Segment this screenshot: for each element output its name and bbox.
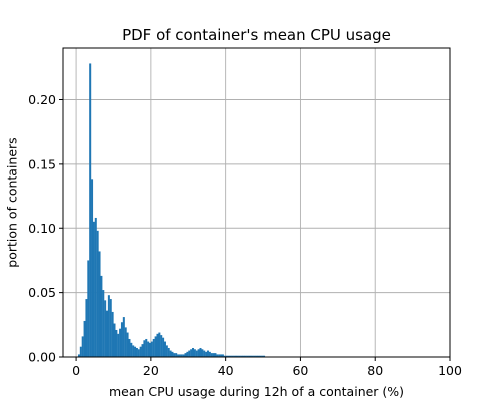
- histogram-bar: [93, 222, 95, 357]
- histogram-bar: [108, 295, 110, 357]
- histogram-bar: [209, 352, 211, 357]
- x-tick-label: 0: [72, 363, 80, 378]
- y-tick-label: 0.05: [28, 285, 56, 300]
- histogram-bar: [82, 336, 84, 357]
- histogram-bar: [80, 347, 82, 357]
- histogram-bar: [112, 312, 114, 357]
- histogram-bar: [142, 344, 144, 357]
- histogram-bar: [188, 351, 190, 357]
- y-tick-label: 0.10: [28, 221, 56, 236]
- histogram-bar: [192, 348, 194, 357]
- histogram-bar: [186, 352, 188, 357]
- histogram-bar: [110, 299, 112, 357]
- histogram-bar: [138, 349, 140, 357]
- histogram-bar: [97, 231, 99, 357]
- histogram-bar: [87, 260, 89, 357]
- histogram-bar: [201, 349, 203, 357]
- chart-title: PDF of container's mean CPU usage: [122, 26, 391, 44]
- histogram-bar: [85, 299, 87, 357]
- histogram-bar: [156, 334, 158, 357]
- histogram-bar: [153, 339, 155, 357]
- histogram-bar: [151, 342, 153, 357]
- histogram-bar: [113, 324, 115, 357]
- histogram-bar: [132, 345, 134, 357]
- histogram-bar: [170, 351, 172, 357]
- x-tick-label: 40: [218, 363, 234, 378]
- histogram-bar: [106, 311, 108, 357]
- axes-frame: [63, 48, 450, 357]
- histogram-bar: [128, 339, 130, 357]
- histogram-bar: [158, 333, 160, 357]
- histogram-bar: [136, 348, 138, 357]
- histogram-bar: [160, 335, 162, 357]
- histogram-bar: [89, 63, 91, 357]
- histogram-bar: [205, 352, 207, 357]
- histogram-bar: [91, 179, 93, 357]
- histogram-bar: [123, 317, 125, 357]
- histogram-bar: [155, 336, 157, 357]
- x-axis-label: mean CPU usage during 12h of a container…: [109, 384, 404, 399]
- histogram-bar: [198, 349, 200, 357]
- x-tick-label: 20: [143, 363, 159, 378]
- histogram-bar: [175, 353, 177, 357]
- histogram-bar: [125, 327, 127, 357]
- y-axis-label: portion of containers: [5, 137, 20, 267]
- histogram-bar: [149, 343, 151, 357]
- histogram-bar: [104, 300, 106, 357]
- histogram-bar: [134, 347, 136, 357]
- histogram-bar: [100, 276, 102, 357]
- grid-layer: [63, 48, 450, 357]
- histogram-bar: [140, 347, 142, 357]
- histogram-bar: [147, 342, 149, 357]
- y-tick-label: 0.20: [28, 92, 56, 107]
- histogram-bar: [127, 333, 129, 357]
- y-tick-label: 0.00: [28, 350, 56, 365]
- histogram-bar: [115, 330, 117, 357]
- histogram-bar: [121, 322, 123, 357]
- histogram-bar: [213, 353, 215, 357]
- histogram-bar: [164, 342, 166, 357]
- bars-layer: [78, 63, 265, 357]
- histogram-bar: [171, 352, 173, 357]
- histogram-bar: [173, 353, 175, 357]
- histogram-bar: [207, 351, 209, 357]
- histogram-bar: [99, 251, 101, 357]
- histogram-bar: [162, 338, 164, 357]
- x-tick-label: 100: [438, 363, 462, 378]
- histogram-bar: [117, 334, 119, 357]
- x-tick-label: 60: [292, 363, 308, 378]
- histogram-bar: [203, 351, 205, 357]
- histogram-bar: [166, 345, 168, 357]
- histogram-bar: [143, 340, 145, 357]
- histogram-bar: [145, 339, 147, 357]
- histogram-bar: [119, 329, 121, 357]
- histogram-bar: [168, 348, 170, 357]
- histogram-bar: [196, 351, 198, 357]
- histogram-bar: [84, 321, 86, 357]
- histogram-bar: [102, 290, 104, 357]
- x-tick-label: 80: [367, 363, 383, 378]
- histogram-bar: [211, 353, 213, 357]
- histogram-bar: [194, 349, 196, 357]
- histogram-bar: [185, 353, 187, 357]
- y-tick-label: 0.15: [28, 156, 56, 171]
- histogram-bar: [95, 218, 97, 357]
- histogram-bar: [199, 348, 201, 357]
- histogram-bar: [214, 353, 216, 357]
- histogram-bar: [190, 349, 192, 357]
- histogram-bar: [130, 343, 132, 357]
